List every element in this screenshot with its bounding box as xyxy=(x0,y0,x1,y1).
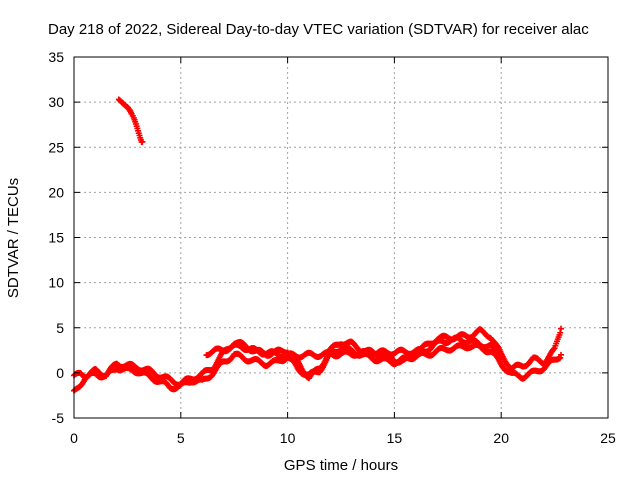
y-tick-label: 5 xyxy=(56,320,64,336)
data-point xyxy=(558,351,565,358)
chart-title: Day 218 of 2022, Sidereal Day-to-day VTE… xyxy=(48,21,589,38)
data-point xyxy=(557,329,564,336)
data-point xyxy=(558,325,565,332)
y-tick-label: 0 xyxy=(56,365,64,381)
y-tick-label: 10 xyxy=(48,275,64,291)
series-3 xyxy=(203,334,505,361)
x-axis-ticks: 0 5 10 15 20 25 xyxy=(70,57,616,446)
y-tick-label: -5 xyxy=(52,410,65,426)
y-axis-ticks: -5 0 5 10 15 20 25 30 35 xyxy=(48,49,608,426)
x-tick-label: 10 xyxy=(280,430,296,446)
series-0 xyxy=(115,96,146,146)
y-tick-label: 20 xyxy=(48,184,64,200)
x-tick-label: 0 xyxy=(70,430,78,446)
data-points xyxy=(71,96,565,394)
y-tick-label: 35 xyxy=(48,49,64,65)
data-point xyxy=(139,138,146,145)
data-point xyxy=(557,354,564,361)
y-tick-label: 25 xyxy=(48,139,64,155)
y-axis-title: SDTVAR / TECUs xyxy=(5,178,22,298)
data-point xyxy=(498,353,505,360)
x-tick-label: 25 xyxy=(600,430,616,446)
x-tick-label: 5 xyxy=(177,430,185,446)
x-tick-label: 15 xyxy=(387,430,403,446)
series-2 xyxy=(71,341,565,394)
y-tick-label: 30 xyxy=(48,94,64,110)
x-axis-title: GPS time / hours xyxy=(284,457,398,474)
x-tick-label: 20 xyxy=(493,430,509,446)
y-tick-label: 15 xyxy=(48,230,64,246)
